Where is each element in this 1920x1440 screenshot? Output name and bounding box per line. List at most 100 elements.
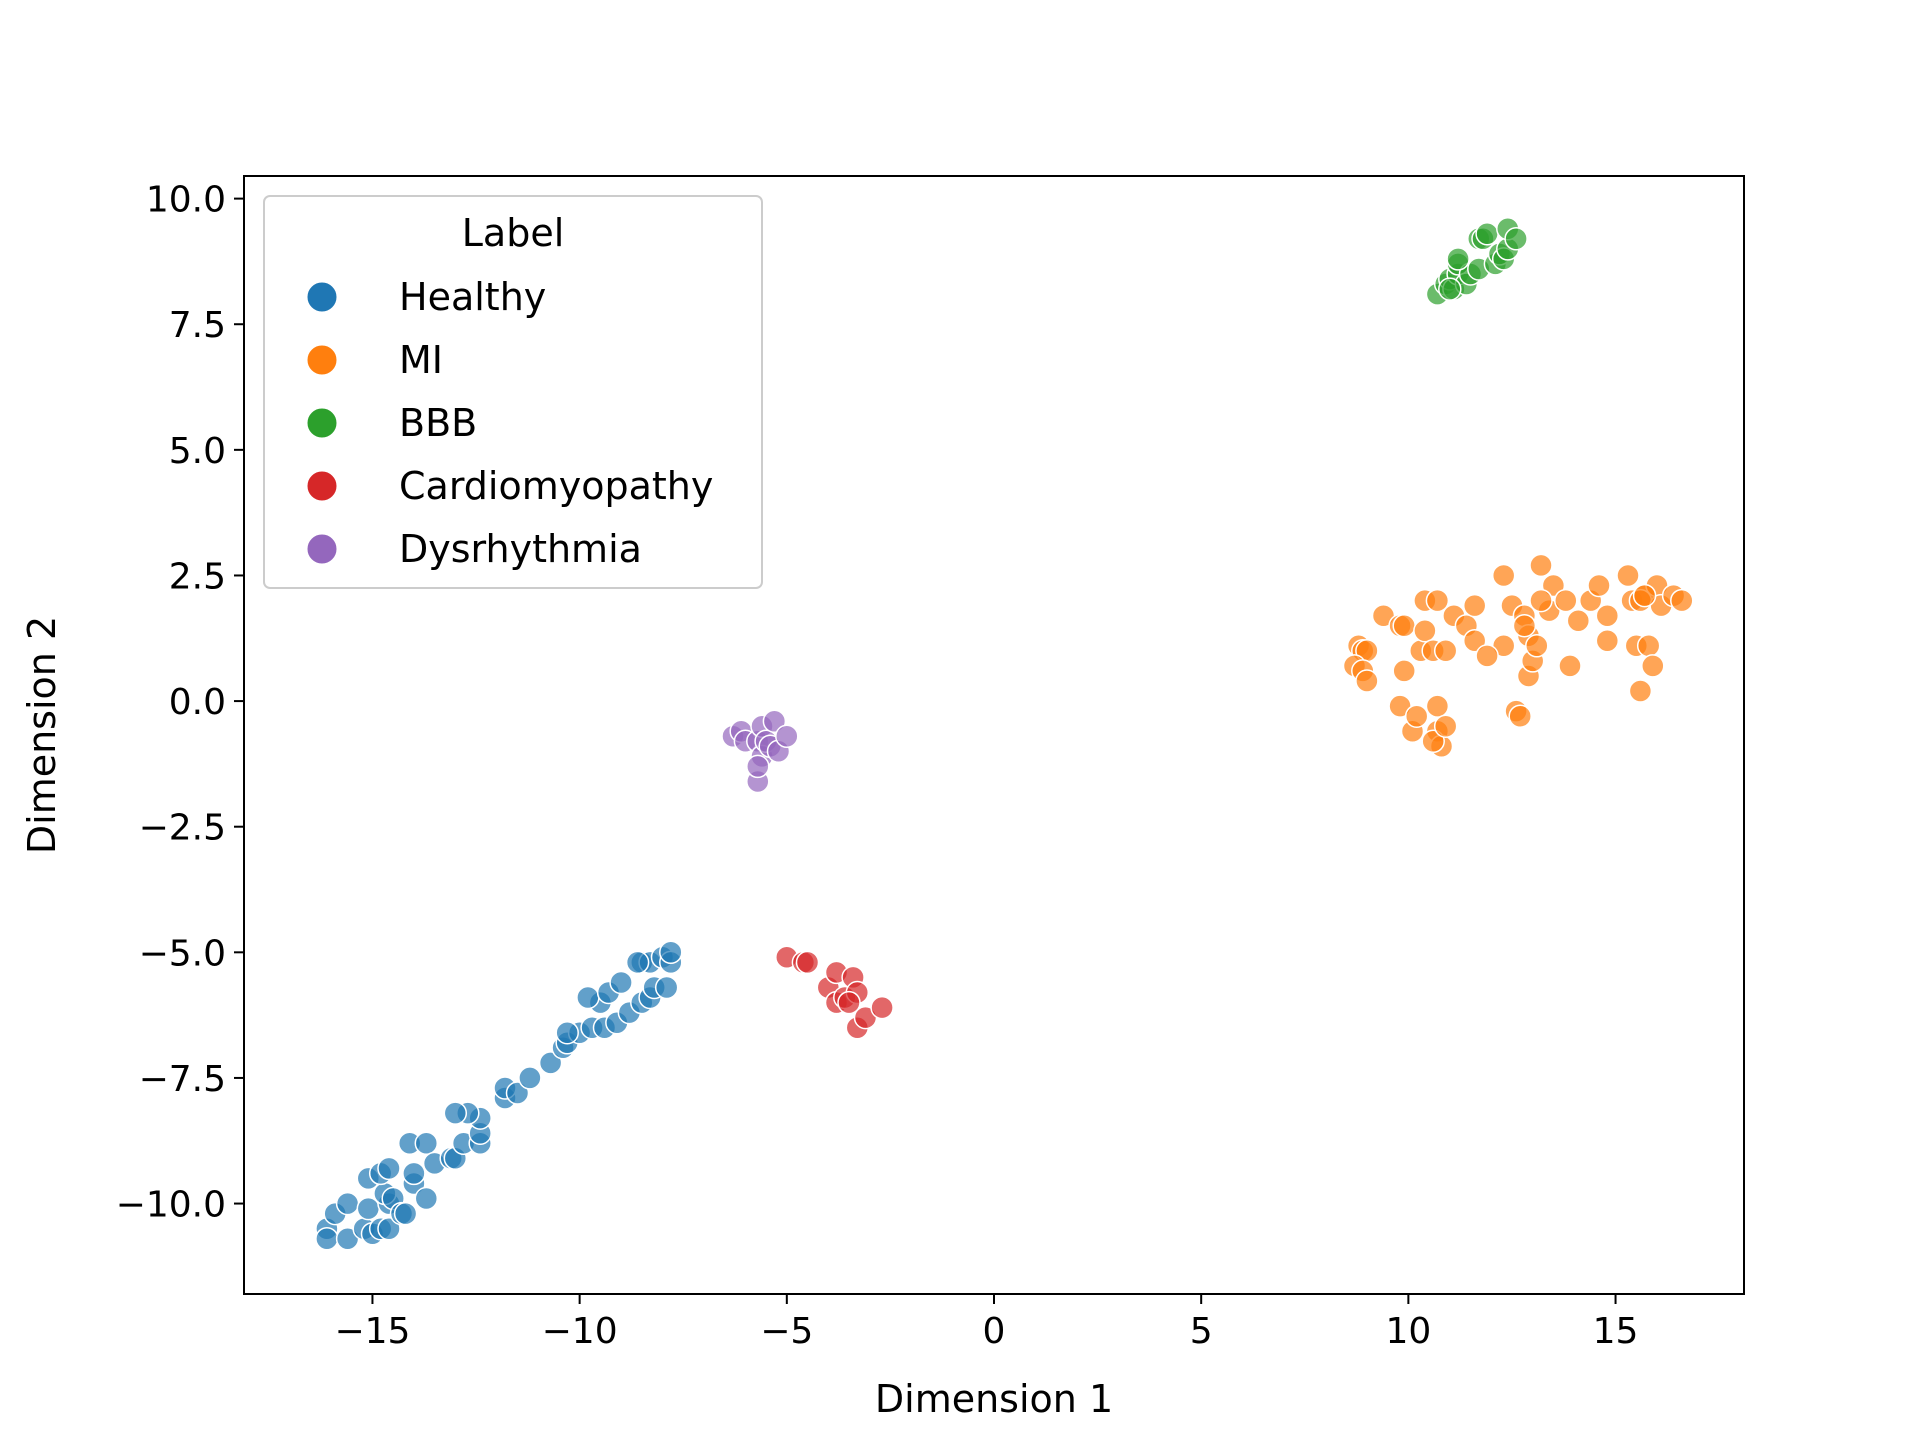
x-tick-label-3: 0 [983, 1311, 1006, 1352]
legend: Label Healthy MI BBB Cardiomyopathy Dysrhyth… [263, 195, 763, 589]
point-mi-45 [1595, 603, 1620, 628]
legend-marker-healthy [306, 281, 338, 313]
point-healthy-9 [377, 1216, 401, 1241]
point-healthy-14 [393, 1201, 418, 1226]
y-tick-label-5: 2.5 [169, 556, 226, 597]
point-mi-31 [1508, 704, 1532, 728]
series-cardiomyopathy [775, 945, 894, 1040]
point-mi-58 [1670, 588, 1694, 613]
point-mi-46 [1595, 629, 1620, 653]
point-healthy-20 [377, 1156, 401, 1181]
point-mi-21 [1433, 714, 1458, 738]
point-mi-53 [1636, 634, 1661, 658]
point-mi-26 [1462, 593, 1487, 618]
point-mi-12 [1404, 704, 1429, 728]
point-bbb-11 [1475, 222, 1499, 246]
y-tick-label-2: −5.0 [139, 933, 226, 974]
point-healthy-1 [315, 1226, 339, 1251]
point-healthy-58 [625, 950, 650, 975]
x-tick-label-1: −10 [542, 1311, 618, 1352]
point-mi-36 [1525, 634, 1549, 658]
point-dysrhythmia-10 [775, 724, 799, 749]
point-mi-27 [1462, 629, 1487, 653]
point-mi-63 [1475, 644, 1499, 668]
point-healthy-48 [609, 970, 633, 995]
point-mi-47 [1616, 563, 1640, 588]
points-layer [315, 217, 1694, 1251]
point-mi-59 [1632, 583, 1657, 608]
x-tick-label-6: 15 [1593, 1311, 1639, 1352]
y-tick-label-8: 10.0 [146, 180, 226, 221]
legend-label-bbb: BBB [399, 401, 477, 445]
point-bbb-19 [1446, 247, 1470, 271]
series-mi [1342, 553, 1694, 759]
legend-label-dysrhythmia: Dysrhythmia [399, 527, 642, 571]
point-healthy-16 [402, 1161, 426, 1186]
point-mi-54 [1641, 654, 1665, 678]
point-cardiomyopathy-12 [837, 990, 861, 1015]
point-healthy-4 [335, 1191, 360, 1216]
point-mi-37 [1529, 553, 1553, 578]
x-tick-label-5: 10 [1385, 1311, 1431, 1352]
point-mi-23 [1433, 639, 1458, 663]
y-tick-label-4: 0.0 [169, 682, 226, 723]
point-healthy-57 [659, 940, 683, 965]
legend-entries: Healthy MI BBB Cardiomyopathy Dysrhythmia [306, 275, 713, 571]
point-mi-9 [1392, 659, 1416, 683]
point-mi-28 [1491, 563, 1516, 588]
y-tick-label-3: −2.5 [139, 808, 226, 849]
legend-marker-bbb [306, 407, 338, 439]
legend-marker-mi [306, 344, 338, 376]
x-tick-label-4: 5 [1190, 1311, 1213, 1352]
legend-title: Label [462, 211, 565, 255]
x-tick-label-2: −5 [760, 1311, 813, 1352]
x-axis: −15 −10 −5 0 5 10 15 [334, 1294, 1638, 1352]
point-mi-41 [1558, 654, 1582, 678]
y-axis-title: Dimension 2 [20, 616, 64, 854]
point-mi-52 [1628, 679, 1653, 703]
point-mi-44 [1587, 573, 1611, 598]
point-dysrhythmia-12 [746, 754, 770, 779]
y-tick-label-6: 5.0 [169, 431, 226, 472]
point-dysrhythmia-8 [762, 709, 787, 733]
point-healthy-34 [505, 1081, 530, 1105]
point-healthy-17 [414, 1186, 439, 1211]
point-mi-22 [1425, 588, 1450, 613]
point-mi-5 [1355, 669, 1379, 693]
point-bbb-17 [1504, 227, 1528, 251]
series-bbb [1425, 217, 1528, 306]
point-mi-14 [1413, 618, 1437, 643]
point-healthy-46 [576, 985, 600, 1010]
legend-label-healthy: Healthy [399, 275, 546, 319]
point-healthy-35 [518, 1066, 542, 1090]
legend-marker-dysrhythmia [306, 533, 338, 565]
point-mi-20 [1421, 729, 1445, 754]
point-mi-62 [1529, 588, 1553, 613]
point-healthy-54 [654, 975, 679, 1000]
y-tick-label-0: −10.0 [116, 1185, 226, 1226]
y-tick-label-7: 7.5 [169, 305, 226, 346]
x-axis-title: Dimension 1 [875, 1377, 1113, 1421]
x-tick-label-0: −15 [334, 1311, 410, 1352]
point-bbb-18 [1438, 277, 1462, 301]
point-cardiomyopathy-11 [870, 995, 894, 1020]
y-axis: −10.0 −7.5 −5.0 −2.5 0.0 2.5 5.0 7.5 10.0 [116, 180, 244, 1226]
point-mi-42 [1566, 608, 1591, 633]
point-healthy-40 [555, 1020, 579, 1045]
point-cardiomyopathy-2 [795, 950, 820, 975]
point-mi-61 [1512, 613, 1537, 638]
point-healthy-22 [414, 1131, 439, 1156]
point-healthy-31 [443, 1101, 468, 1125]
legend-label-cardiomyopathy: Cardiomyopathy [399, 464, 713, 508]
y-tick-label-1: −7.5 [139, 1059, 226, 1100]
series-healthy [315, 940, 683, 1251]
point-mi-17 [1425, 694, 1450, 718]
point-mi-38 [1541, 573, 1566, 598]
series-dysrhythmia [721, 709, 799, 794]
point-mi-40 [1554, 588, 1578, 613]
legend-label-mi: MI [399, 338, 443, 382]
legend-marker-cardiomyopathy [306, 470, 338, 502]
point-mi-8 [1392, 613, 1416, 638]
legend-box [263, 195, 763, 589]
